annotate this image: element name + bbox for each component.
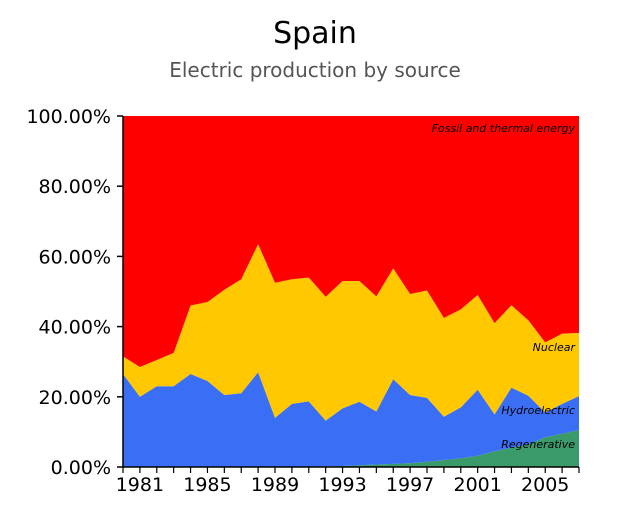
x-tick-label: 1985 bbox=[183, 474, 231, 496]
area-nuclear bbox=[123, 244, 579, 421]
x-tick-label: 1993 bbox=[318, 474, 366, 496]
area-regenerative bbox=[123, 430, 579, 467]
area-hydroelectric bbox=[123, 372, 579, 467]
y-ticks: 0.00% 20.00% 40.00% 60.00% 80.00% 100.00% bbox=[26, 106, 123, 479]
chart-title: Spain bbox=[273, 16, 357, 51]
area-fossil-and-thermal-energy bbox=[123, 116, 579, 367]
x-tick-label: 2005 bbox=[521, 474, 569, 496]
series-areas bbox=[123, 116, 579, 467]
chart-subtitle: Electric production by source bbox=[169, 58, 461, 82]
y-tick-label: 60.00% bbox=[39, 246, 111, 268]
series-label-fossil-and-thermal-energy: Fossil and thermal energy bbox=[432, 122, 576, 135]
series-label-regenerative: Regenerative bbox=[501, 438, 575, 451]
x-ticks: 1981 1985 1989 1993 1997 2001 2005 bbox=[116, 467, 580, 496]
x-tick-label: 1981 bbox=[116, 474, 164, 496]
x-tick-label: 1997 bbox=[386, 474, 434, 496]
series-label-nuclear: Nuclear bbox=[533, 341, 577, 354]
y-tick-label: 0.00% bbox=[51, 457, 111, 479]
axes bbox=[122, 116, 579, 468]
series-label-hydroelectric: Hydroelectric bbox=[501, 404, 575, 417]
y-tick-label: 40.00% bbox=[39, 317, 111, 339]
series-labels: Regenerative Hydroelectric Nuclear Fossil a… bbox=[432, 122, 577, 451]
x-tick-label: 1989 bbox=[251, 474, 299, 496]
x-tick-label: 2001 bbox=[453, 474, 501, 496]
y-tick-label: 100.00% bbox=[26, 106, 111, 128]
y-tick-label: 20.00% bbox=[39, 387, 111, 409]
y-tick-label: 80.00% bbox=[39, 176, 111, 198]
